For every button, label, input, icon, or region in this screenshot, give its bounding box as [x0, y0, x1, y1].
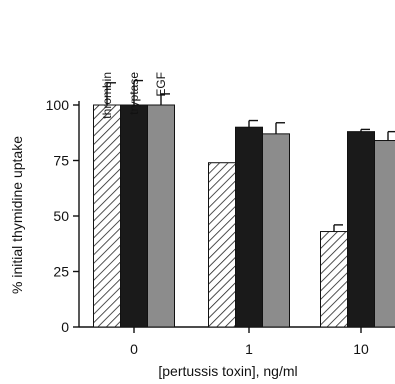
x-tick-label: 10: [353, 341, 369, 357]
bar-thrombin-10: [320, 231, 348, 328]
legend-label-egf: EGF: [154, 72, 168, 97]
bar-thrombin-0: [93, 104, 121, 328]
legend-label-tryptase: tryptase: [127, 72, 141, 115]
y-ticks: 0 25 50 75 100: [46, 97, 79, 335]
y-tick-label: 25: [53, 264, 69, 280]
x-tick-label: 1: [245, 341, 253, 357]
x-tick-label: 0: [130, 341, 138, 357]
error-bars: [106, 79, 395, 232]
x-axis-label: [pertussis toxin], ng/ml: [158, 363, 297, 379]
bar-tryptase-1: [235, 126, 263, 328]
bars: [93, 104, 395, 328]
y-tick-label: 75: [53, 153, 69, 169]
bar-egf-0: [147, 104, 175, 328]
bar-egf-1: [262, 133, 290, 328]
y-tick-label: 50: [53, 208, 69, 224]
bar-tryptase-0: [120, 104, 148, 328]
y-axis-label: % initial thymidine uptake: [9, 136, 25, 294]
bar-tryptase-10: [347, 131, 375, 328]
y-tick-label: 100: [46, 97, 70, 113]
y-tick-label: 0: [61, 319, 69, 335]
legend: thrombin tryptase EGF: [100, 72, 168, 119]
bar-egf-10: [374, 140, 395, 328]
x-ticks: 0 1 10: [130, 327, 369, 357]
bar-thrombin-1: [208, 162, 236, 328]
legend-label-thrombin: thrombin: [100, 72, 114, 119]
